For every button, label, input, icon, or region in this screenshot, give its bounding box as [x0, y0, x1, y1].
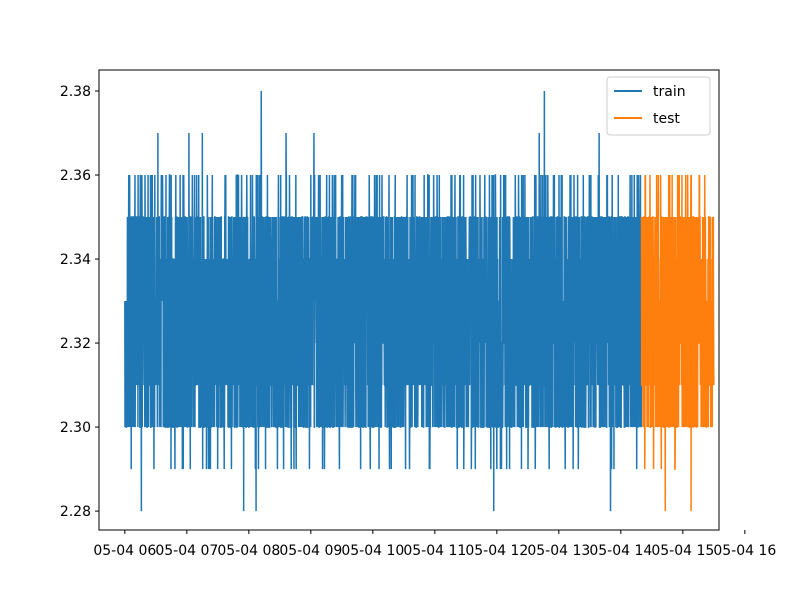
x-tick-label: 05-04 16: [713, 543, 776, 559]
legend: train test: [606, 76, 711, 136]
x-tick-label: 05-04 09: [279, 543, 342, 559]
series-line-train: [124, 90, 643, 512]
y-tick-label: 2.28: [60, 504, 91, 520]
x-tick-label: 05-04 13: [527, 543, 590, 559]
series-layer: [124, 90, 715, 512]
y-tick-label: 2.38: [60, 84, 91, 100]
legend-label-test: test: [653, 111, 680, 127]
x-tick-label: 05-04 08: [217, 543, 280, 559]
x-tick-label: 05-04 07: [155, 543, 218, 559]
y-tick-label: 2.34: [60, 252, 91, 268]
x-tick-label: 05-04 11: [403, 543, 466, 559]
x-tick-label: 05-04 15: [651, 543, 714, 559]
x-tick-label: 05-04 06: [93, 543, 156, 559]
axes-frame: [98, 69, 720, 531]
legend-label-train: train: [653, 84, 686, 100]
axis-layer: 2.28 2.30 2.32 2.34 2.36 2.38 05-04 06 05-04 07…: [60, 84, 777, 559]
series-line-test: [640, 175, 715, 512]
y-tick-label: 2.30: [60, 420, 91, 436]
x-tick-label: 05-04 14: [589, 543, 652, 559]
x-tick-label: 05-04 12: [465, 543, 528, 559]
y-tick-label: 2.32: [60, 336, 91, 352]
y-tick-label: 2.36: [60, 168, 91, 184]
x-tick-label: 05-04 10: [341, 543, 404, 559]
